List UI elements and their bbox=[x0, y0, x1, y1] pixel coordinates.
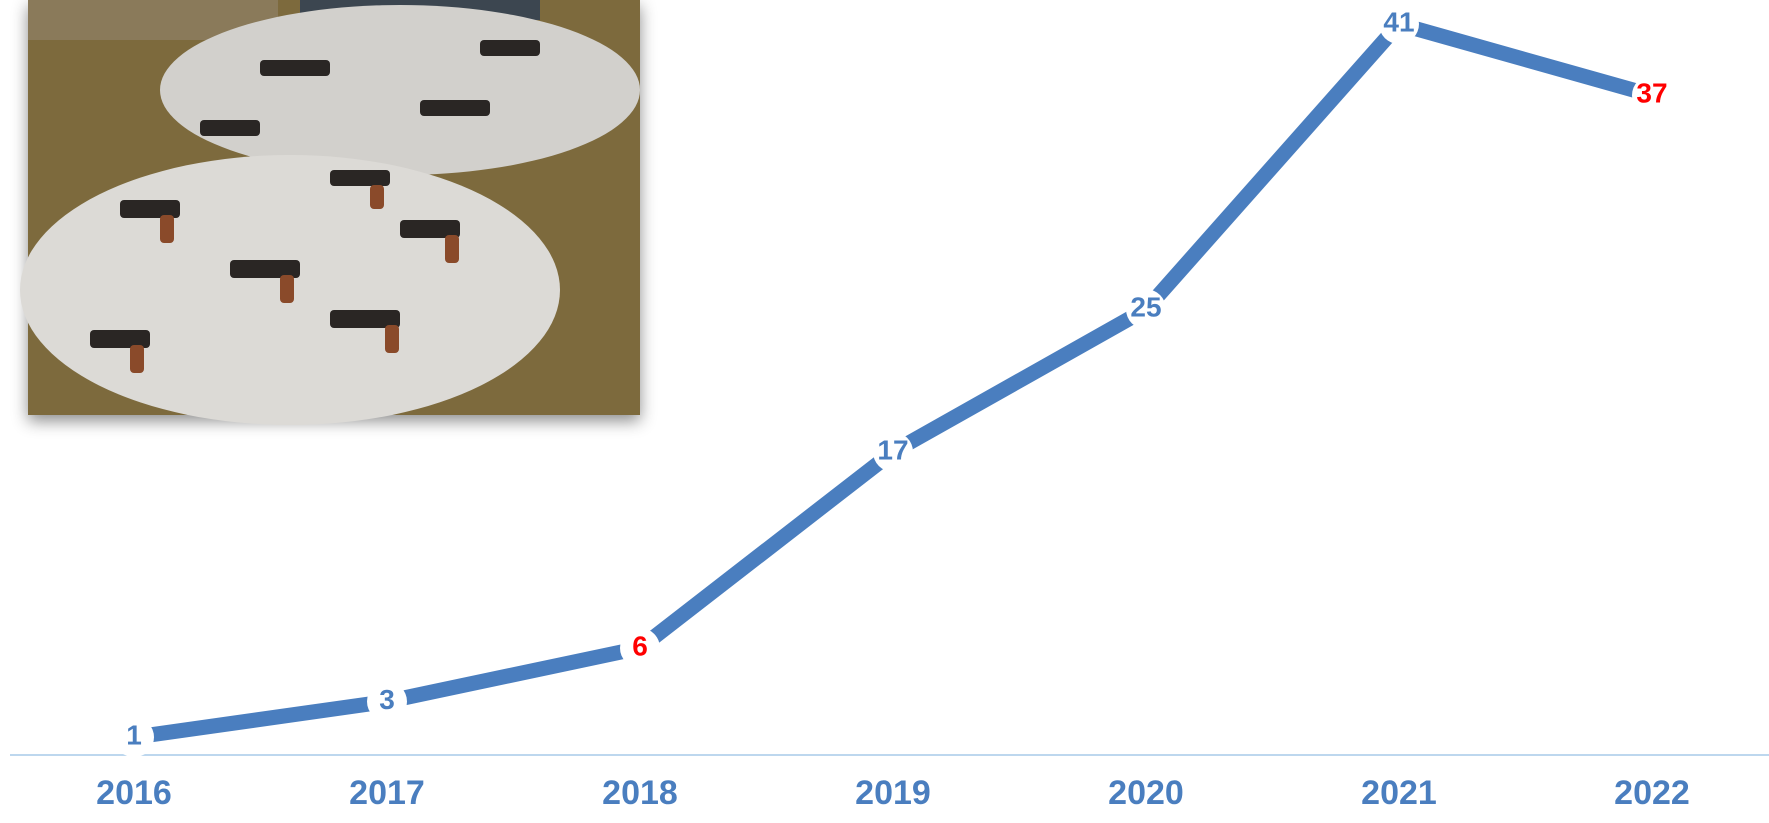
x-tick-label: 2019 bbox=[855, 774, 931, 812]
value-label: 3 bbox=[379, 684, 395, 715]
chart: 1 3 6 17 25 41 37 2016 2017 2018 2019 2020 2021 2022 bbox=[0, 0, 1769, 823]
x-tick-label: 2017 bbox=[349, 774, 425, 812]
x-tick-label: 2020 bbox=[1108, 774, 1184, 812]
x-tick-label: 2021 bbox=[1361, 774, 1437, 812]
value-label: 1 bbox=[126, 720, 142, 751]
value-label: 41 bbox=[1383, 6, 1414, 37]
value-label: 6 bbox=[632, 630, 648, 661]
value-label: 37 bbox=[1636, 78, 1667, 109]
x-tick-label: 2016 bbox=[96, 774, 172, 812]
value-label: 17 bbox=[877, 434, 908, 465]
x-tick-label: 2022 bbox=[1614, 774, 1690, 812]
photo bbox=[20, 0, 640, 425]
value-label: 25 bbox=[1130, 292, 1161, 323]
x-tick-label: 2018 bbox=[602, 774, 678, 812]
